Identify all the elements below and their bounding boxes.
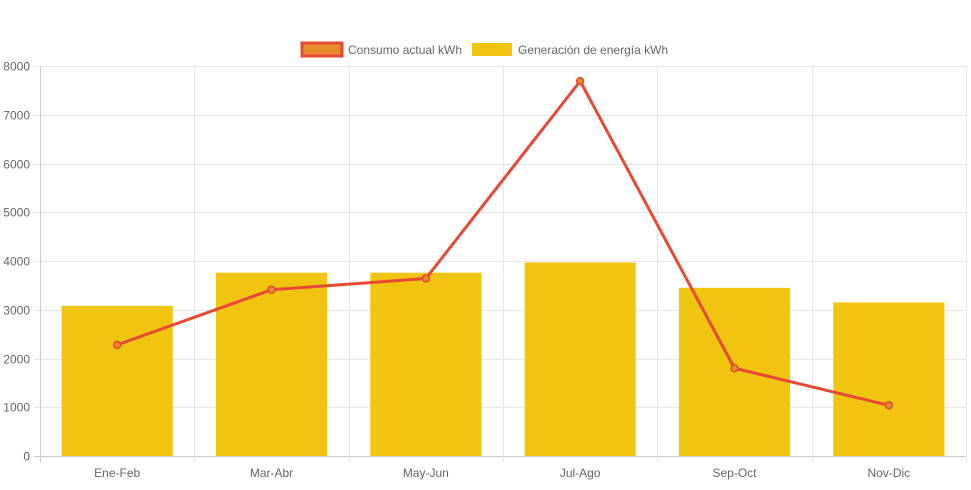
y-tick-label: 7000 <box>3 109 30 123</box>
y-tick-label: 4000 <box>3 255 30 269</box>
legend-label-generacion: Generación de energía kWh <box>518 43 668 57</box>
x-tick-label: Mar-Abr <box>250 466 293 480</box>
line-point <box>421 274 431 283</box>
y-tick-label: 6000 <box>3 158 30 172</box>
bar <box>524 262 636 456</box>
y-tick-label: 3000 <box>3 304 30 318</box>
y-tick-label: 1000 <box>3 401 30 415</box>
x-tick-label: Ene-Feb <box>94 466 140 480</box>
legend-item-generacion[interactable]: Generación de energía kWh <box>472 43 668 57</box>
x-tick-label: May-Jun <box>403 466 449 480</box>
y-tick-label: 2000 <box>3 353 30 367</box>
x-tick-label: Sep-Oct <box>712 466 757 480</box>
x-tick-label: Jul-Ago <box>560 466 601 480</box>
legend-swatch-generacion <box>472 43 512 56</box>
line-series <box>112 76 894 410</box>
y-axis: 0 1000 2000 3000 4000 5000 6000 7000 8000 <box>3 60 30 464</box>
legend-item-consumo[interactable]: Consumo actual kWh <box>300 41 462 58</box>
y-tick-label: 0 <box>23 450 30 464</box>
bar-series <box>61 262 945 456</box>
y-tick-label: 5000 <box>3 206 30 220</box>
bar <box>61 305 173 456</box>
legend: Consumo actual kWh Generación de energía… <box>300 41 668 58</box>
bar <box>215 272 328 456</box>
legend-swatch-consumo <box>300 41 344 58</box>
bar <box>370 272 482 456</box>
line-point <box>730 364 739 373</box>
x-axis: Ene-Feb Mar-Abr May-Jun Jul-Ago Sep-Oct Nov-D… <box>94 466 910 480</box>
line-path <box>116 79 890 407</box>
legend-label-consumo: Consumo actual kWh <box>348 43 462 57</box>
x-tick-label: Nov-Dic <box>867 466 910 480</box>
line-point <box>267 285 276 295</box>
line-point <box>575 76 585 86</box>
bar <box>833 302 945 456</box>
line-point <box>112 340 122 350</box>
line-point <box>884 401 894 410</box>
y-tick-label: 8000 <box>3 60 30 74</box>
grid-lines <box>34 66 967 462</box>
